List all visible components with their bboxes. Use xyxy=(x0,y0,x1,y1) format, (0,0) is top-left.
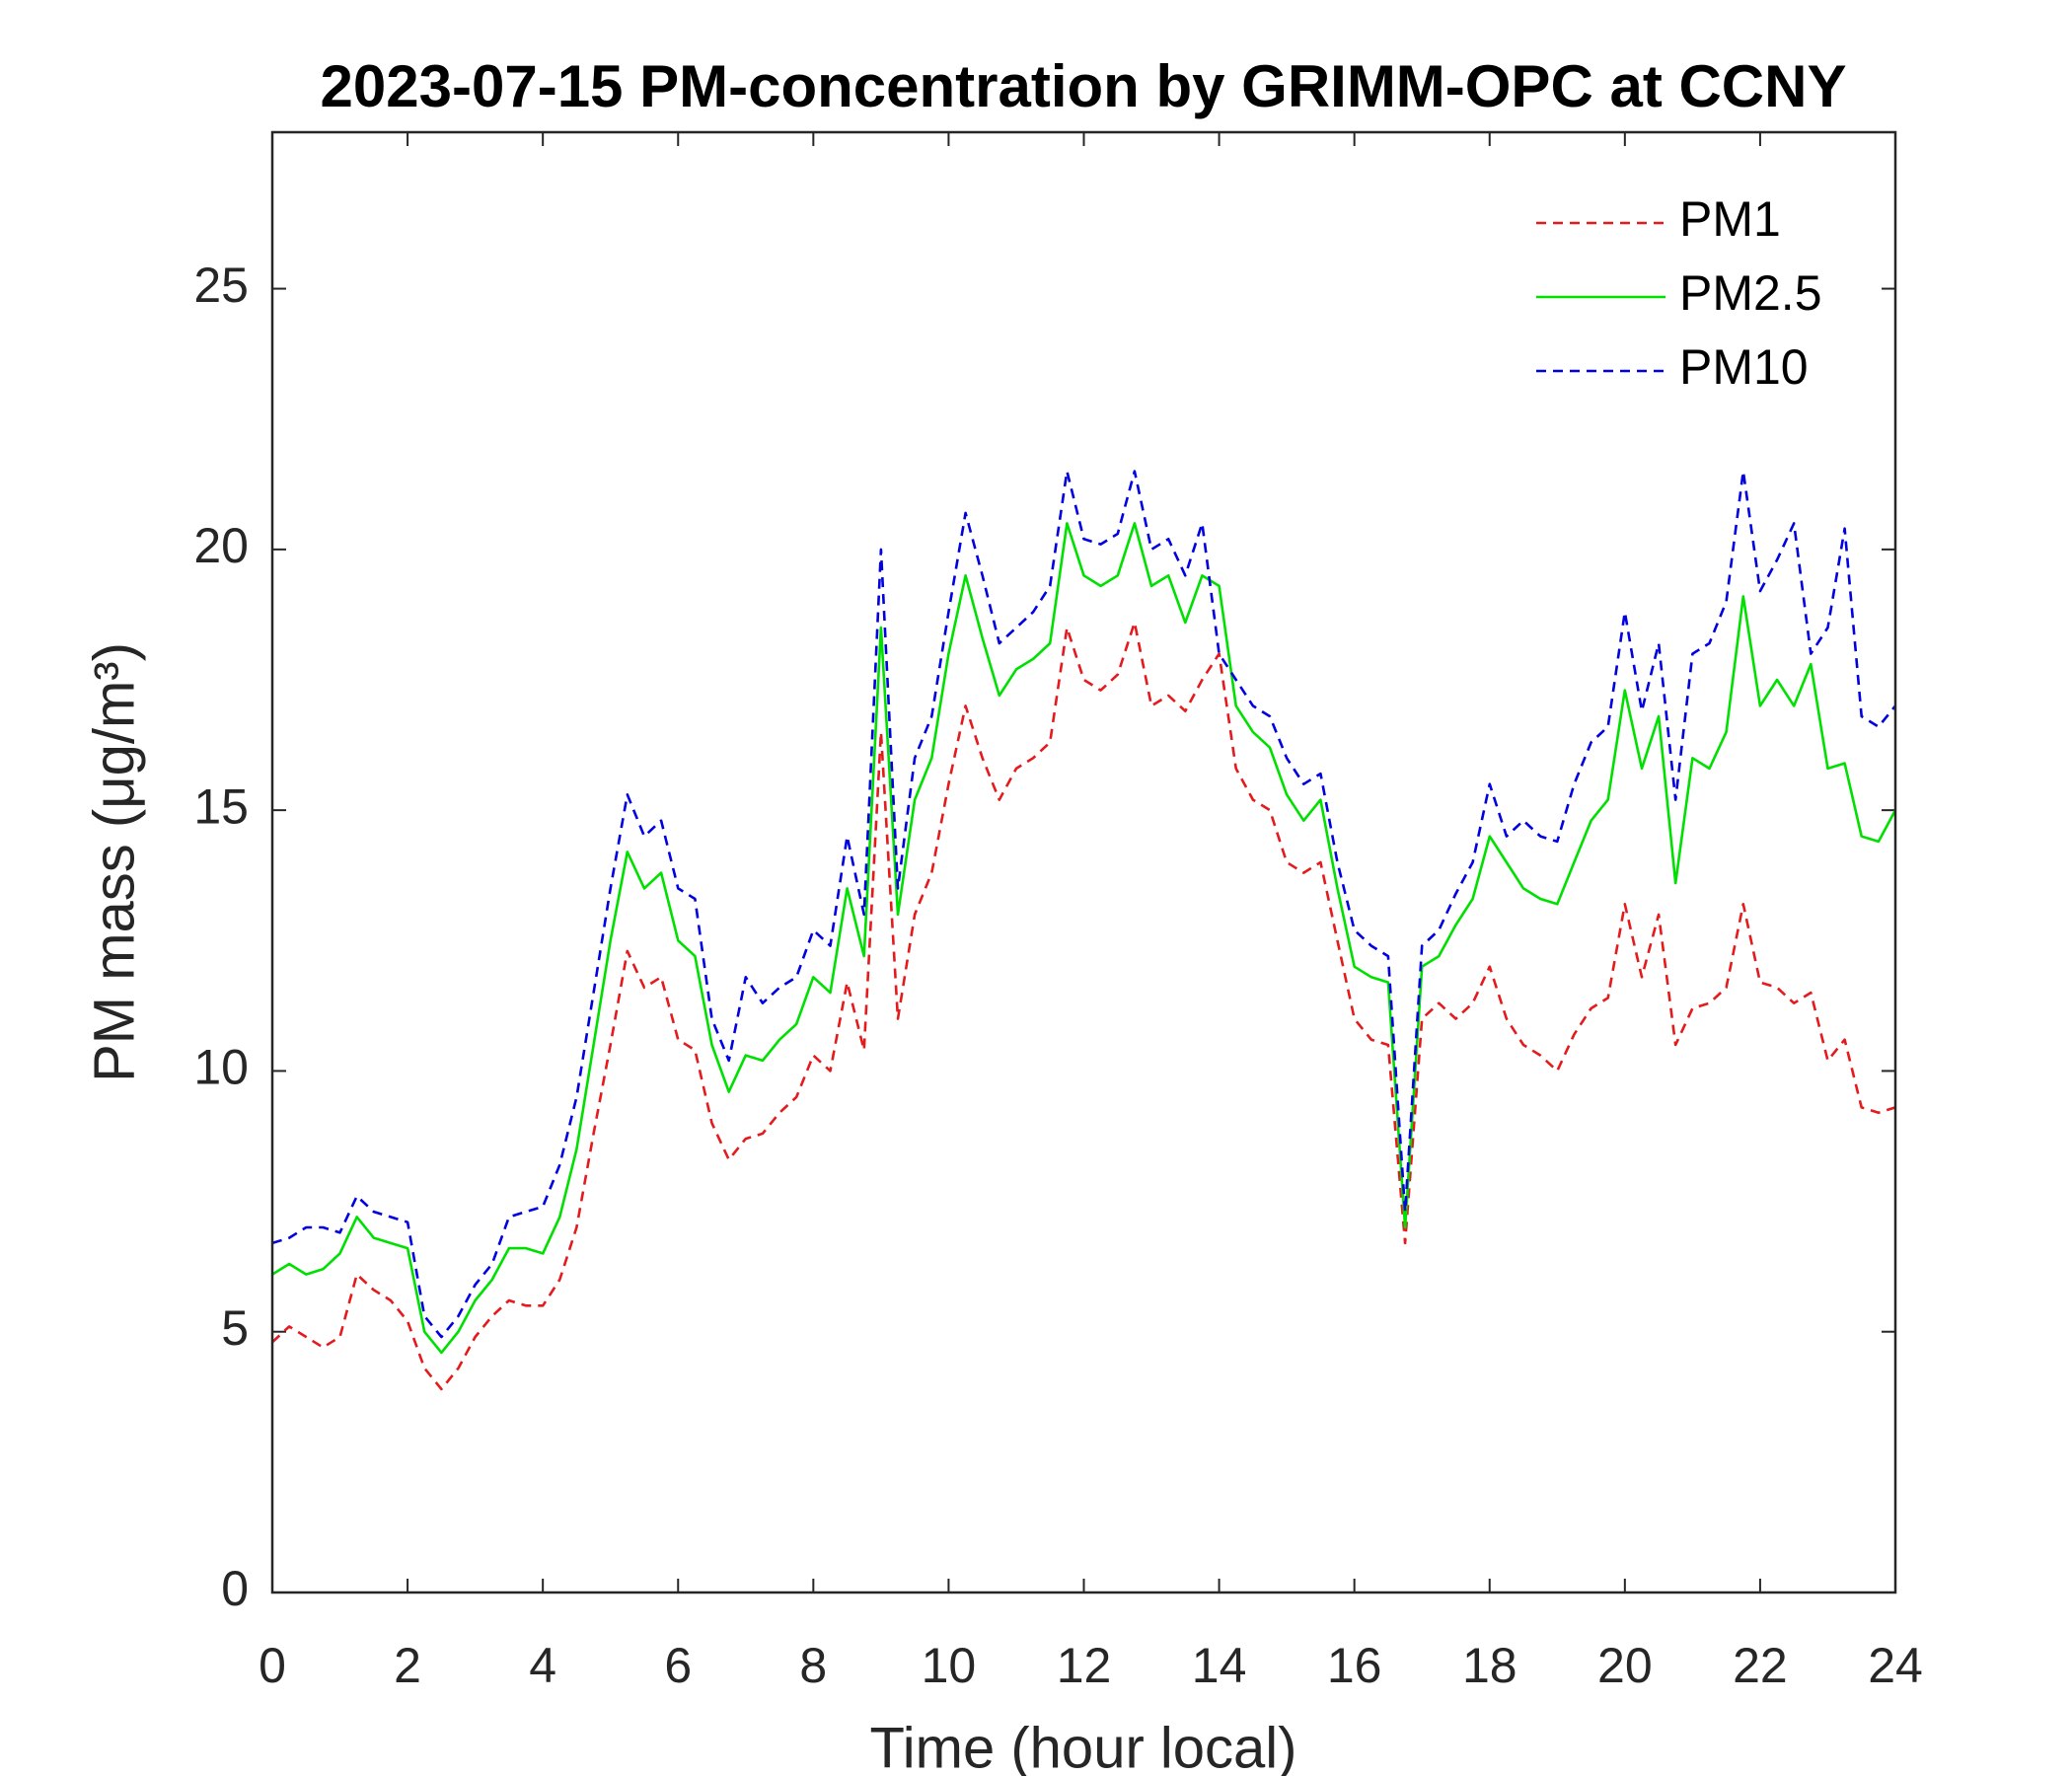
x-tick-label: 16 xyxy=(1327,1638,1382,1693)
series-line xyxy=(271,621,1896,1391)
legend-label: PM10 xyxy=(1679,339,1809,395)
x-tick-label: 20 xyxy=(1597,1638,1653,1693)
series-line xyxy=(271,522,1897,1355)
legend-label: PM2.5 xyxy=(1679,265,1822,321)
x-tick-label: 10 xyxy=(922,1638,977,1693)
x-tick-label: 12 xyxy=(1057,1638,1112,1693)
x-tick-label: 22 xyxy=(1733,1638,1788,1693)
chart-title: 2023-07-15 PM-concentration by GRIMM-OPC… xyxy=(321,53,1847,119)
y-tick-label: 20 xyxy=(193,518,249,573)
series-line xyxy=(271,470,1897,1339)
y-tick-label: 10 xyxy=(193,1040,249,1095)
x-tick-label: 8 xyxy=(799,1638,827,1693)
x-tick-label: 18 xyxy=(1462,1638,1517,1693)
x-tick-label: 4 xyxy=(529,1638,556,1693)
x-tick-label: 0 xyxy=(259,1638,286,1693)
x-axis-label: Time (hour local) xyxy=(870,1716,1297,1776)
y-tick-label: 5 xyxy=(221,1300,249,1356)
y-tick-label: 0 xyxy=(221,1561,249,1616)
legend-label: PM1 xyxy=(1679,191,1781,247)
plot-frame xyxy=(270,130,1897,1594)
x-tick-label: 6 xyxy=(664,1638,692,1693)
y-tick-label: 15 xyxy=(193,778,249,834)
x-tick-label: 2 xyxy=(394,1638,421,1693)
x-tick-label: 14 xyxy=(1192,1638,1247,1693)
x-tick-label: 24 xyxy=(1868,1638,1923,1693)
y-axis-label: PM mass (μg/m³) xyxy=(82,642,146,1082)
y-tick-label: 25 xyxy=(193,258,249,313)
